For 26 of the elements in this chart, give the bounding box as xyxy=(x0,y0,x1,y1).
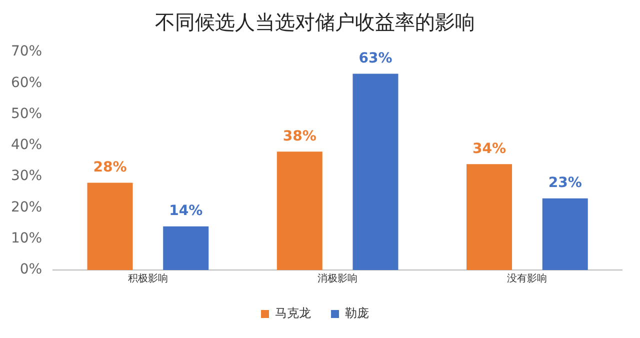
y-tick-label: 40% xyxy=(10,137,42,154)
data-label: 34% xyxy=(472,140,506,157)
data-label: 28% xyxy=(93,159,127,176)
legend-label: 勒庞 xyxy=(345,306,369,320)
y-tick-label: 60% xyxy=(10,74,42,91)
data-label: 38% xyxy=(282,128,316,144)
y-tick-label: 50% xyxy=(10,106,42,122)
bar xyxy=(542,198,588,270)
x-tick-label: 积极影响 xyxy=(128,272,168,285)
bar xyxy=(87,182,133,270)
data-label: 14% xyxy=(169,203,203,220)
chart-title: 不同候选人当选对储户收益率的影响 xyxy=(155,10,475,34)
legend-label: 马克龙 xyxy=(275,306,311,320)
bar xyxy=(163,226,209,270)
y-tick-label: 10% xyxy=(10,230,42,246)
data-label: 63% xyxy=(358,50,392,66)
bar xyxy=(352,74,398,270)
bar xyxy=(466,164,512,270)
y-tick-label: 0% xyxy=(20,262,42,278)
y-tick-label: 30% xyxy=(10,168,42,184)
x-tick-label: 消极影响 xyxy=(318,272,358,285)
x-tick-label: 没有影响 xyxy=(507,272,548,285)
bar xyxy=(276,152,322,270)
y-tick-label: 20% xyxy=(10,199,42,216)
data-label: 23% xyxy=(548,175,582,192)
y-tick-label: 70% xyxy=(10,44,42,60)
